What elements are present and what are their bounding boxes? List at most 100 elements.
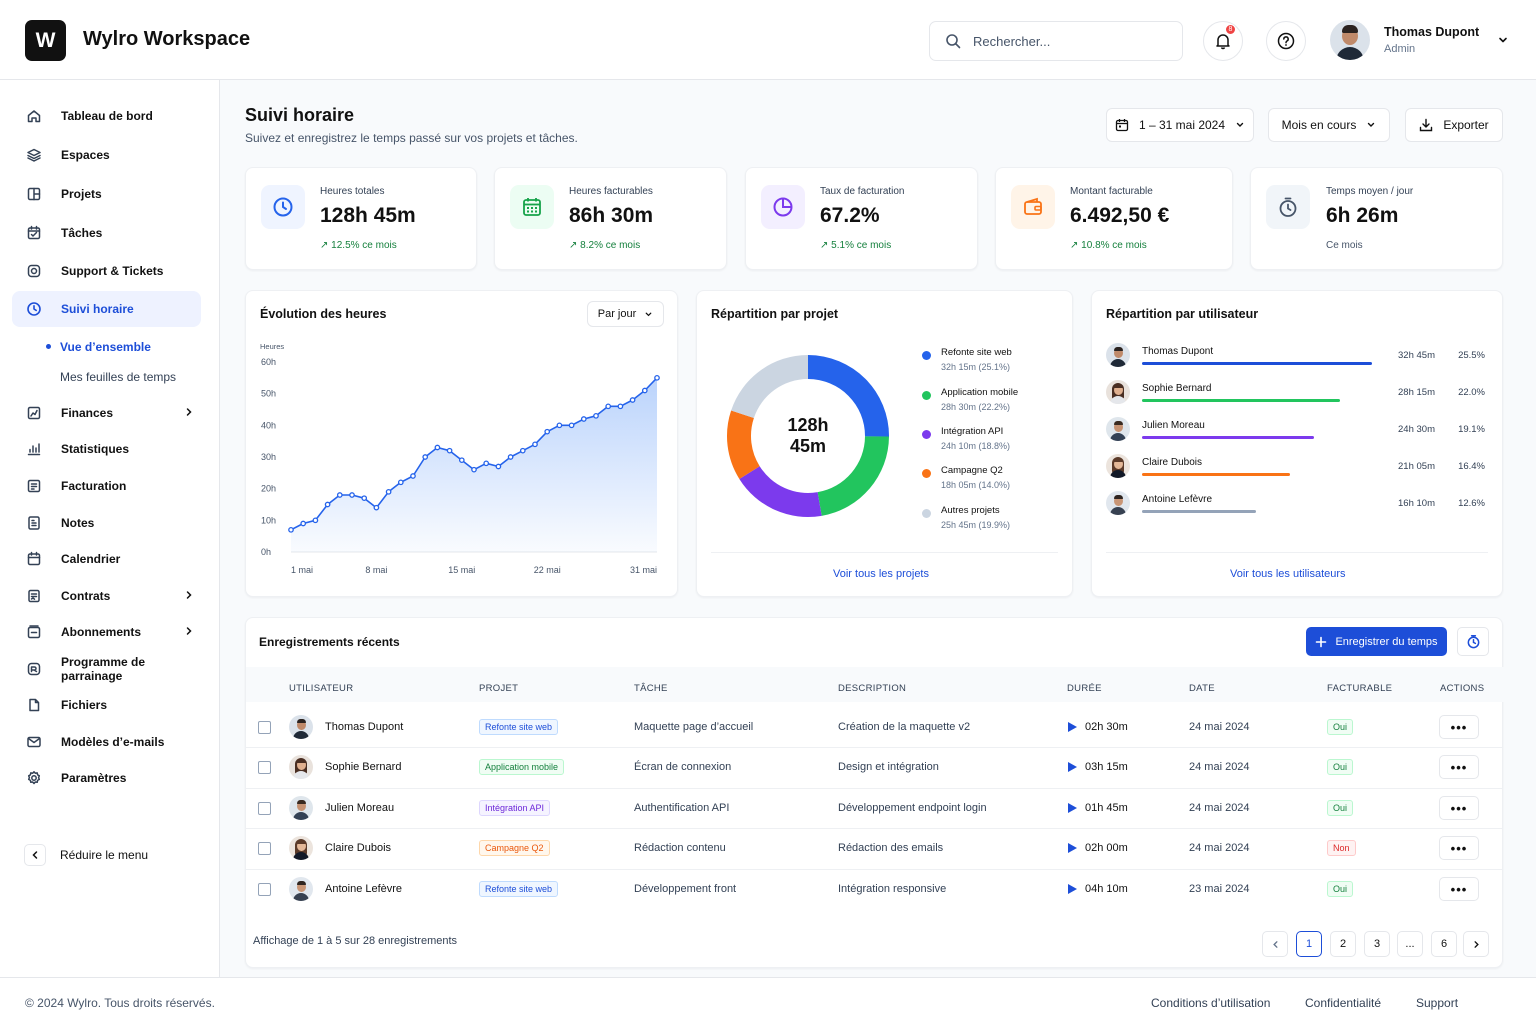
sidebar-item-parametres[interactable]: Paramètres [12,760,201,796]
date: 24 mai 2024 [1189,721,1250,733]
export-label: Exporter [1443,118,1489,132]
search-box[interactable] [929,21,1183,61]
data-point [556,422,563,429]
play-icon[interactable] [1068,762,1077,772]
user-name: Claire Dubois [1142,457,1203,468]
timer-button[interactable] [1457,627,1489,656]
project-tag[interactable]: Refonte site web [479,881,559,897]
kpi-trend: ↗ 12.5% ce mois [320,240,397,251]
sidebar-item-taches[interactable]: Tâches [12,215,201,251]
project-tag[interactable]: Refonte site web [479,719,559,735]
row-actions-button[interactable]: ••• [1439,796,1479,820]
page-button[interactable]: 2 [1330,931,1356,957]
data-point [434,444,441,451]
task: Rédaction contenu [634,842,726,854]
play-icon[interactable] [1068,803,1077,813]
row-checkbox[interactable] [258,842,271,855]
data-point [300,520,307,527]
prev-page-button[interactable] [1262,931,1288,957]
page-button[interactable]: 1 [1296,931,1322,957]
column-header: DURÉE [1067,683,1102,694]
avatar [1106,417,1130,441]
row-checkbox[interactable] [258,761,271,774]
view-all-users-link[interactable]: Voir tous les utilisateurs [1230,568,1346,580]
app-logo[interactable]: W [25,20,66,61]
help-button[interactable] [1266,21,1306,61]
sidebar-item-projets[interactable]: Projets [12,176,201,212]
wallet-icon [1011,185,1055,229]
sidebar-item-fichiers[interactable]: Fichiers [12,687,201,723]
sidebar-item-espaces[interactable]: Espaces [12,137,201,173]
calendar-icon [26,551,42,567]
data-point [324,501,331,508]
row-checkbox[interactable] [258,802,271,815]
user-share-bar [1142,399,1340,402]
data-point [336,492,343,498]
row-actions-button[interactable]: ••• [1439,715,1479,739]
user-percentage: 25.5% [1458,350,1485,361]
date-range-picker[interactable]: 1 – 31 mai 2024 [1106,108,1254,142]
sidebar-item-facturation[interactable]: Facturation [12,468,201,504]
user-breakdown-card: Répartition par utilisateur Voir tous le… [1091,290,1503,597]
data-point [629,397,636,403]
sidebar-item-finances[interactable]: Finances [12,395,201,431]
sidebar-item-programme-de-parrainage[interactable]: Programme de parrainage [12,651,201,687]
page-button[interactable]: 3 [1364,931,1390,957]
kpi-card-billable-amount: Montant facturable 6.492,50 € ↗ 10.8% ce… [995,167,1233,270]
sidebar-item-tableau-de-bord[interactable]: Tableau de bord [12,98,201,134]
sidebar-item-abonnements[interactable]: Abonnements [12,614,201,650]
export-button[interactable]: Exporter [1405,108,1503,142]
project-tag[interactable]: Campagne Q2 [479,840,550,856]
kpi-label: Montant facturable [1070,186,1153,197]
user-share-bar [1142,362,1372,365]
subitem-timesheets[interactable]: Mes feuilles de temps [60,370,177,384]
sidebar-item-calendrier[interactable]: Calendrier [12,541,201,577]
data-point [397,479,404,486]
sidebar-item-modeles-d-e-mails[interactable]: Modèles d’e-mails [12,724,201,760]
subitem-overview[interactable]: Vue d’ensemble [60,340,151,354]
sidebar-item-contrats[interactable]: Contrats [12,578,201,614]
avatar [289,836,313,860]
sidebar-item-label: Calendrier [61,552,121,566]
contract-icon [26,588,42,604]
sidebar-item-label: Contrats [61,589,111,603]
user-menu[interactable]: Thomas Dupont Admin [1330,20,1509,60]
footer-link-terms[interactable]: Conditions d’utilisation [1151,996,1271,1010]
row-actions-button[interactable]: ••• [1439,877,1479,901]
recent-records-card: Enregistrements récents [245,617,1504,968]
page-button[interactable]: ... [1397,931,1423,957]
row-actions-button[interactable]: ••• [1439,755,1479,779]
play-icon[interactable] [1068,722,1077,732]
row-actions-button[interactable]: ••• [1439,836,1479,860]
chevron-down-icon [1236,122,1244,127]
play-icon[interactable] [1068,843,1077,853]
sidebar-item-suivi-horaire[interactable]: Suivi horaire [12,291,201,327]
project-tag[interactable]: Intégration API [479,800,551,816]
sidebar-item-support-tickets[interactable]: Support & Tickets [12,253,201,289]
row-checkbox[interactable] [258,883,271,896]
row-checkbox[interactable] [258,721,271,734]
chevron-right-icon [183,625,195,640]
play-icon[interactable] [1068,884,1077,894]
record-time-button[interactable]: Enregistrer du temps [1306,627,1447,656]
period-label: Mois en cours [1281,118,1357,132]
view-all-projects-link[interactable]: Voir tous les projets [833,568,929,580]
billable-badge: Oui [1327,881,1354,897]
sidebar-item-notes[interactable]: Notes [12,505,201,541]
period-select[interactable]: Mois en cours [1268,108,1390,142]
footer-link-support[interactable]: Support [1416,996,1459,1010]
sidebar-item-statistiques[interactable]: Statistiques [12,431,201,467]
notifications-button[interactable]: 8 [1203,21,1243,61]
granularity-select[interactable]: Par jour [587,301,664,327]
footer-link-privacy[interactable]: Confidentialité [1305,996,1382,1010]
next-page-button[interactable] [1463,931,1489,957]
collapse-menu-button[interactable]: Réduire le menu [24,844,148,866]
page-button[interactable]: 6 [1431,931,1457,957]
legend-label: Intégration API [941,426,1004,437]
kpi-label: Taux de facturation [820,186,905,197]
user-name: Julien Moreau [325,802,395,814]
project-tag[interactable]: Application mobile [479,759,565,775]
search-input[interactable] [973,33,1153,49]
column-header: UTILISATEUR [289,683,354,694]
legend-value: 25h 45m (19.9%) [941,520,1011,530]
